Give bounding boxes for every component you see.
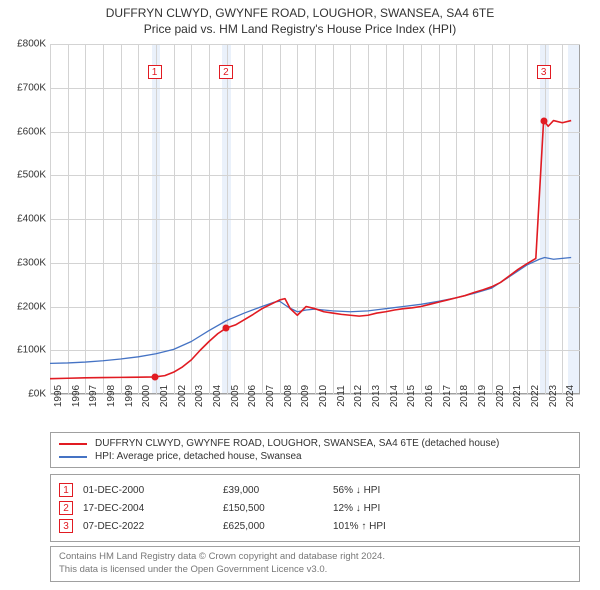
attribution-line: Contains HM Land Registry data © Crown c… <box>59 551 571 564</box>
event-delta: 56% ↓ HPI <box>333 485 571 496</box>
y-tick-label: £500K <box>0 170 46 181</box>
event-price: £39,000 <box>223 485 333 496</box>
series-lines <box>50 44 580 394</box>
event-row: 1 01-DEC-2000£39,00056% ↓ HPI <box>59 481 571 499</box>
event-date: 07-DEC-2022 <box>83 521 223 532</box>
event-point <box>540 117 547 124</box>
y-tick-label: £600K <box>0 126 46 137</box>
series-price_paid <box>50 121 571 379</box>
attribution: Contains HM Land Registry data © Crown c… <box>50 546 580 582</box>
legend: DUFFRYN CLWYD, GWYNFE ROAD, LOUGHOR, SWA… <box>50 432 580 468</box>
event-price: £625,000 <box>223 521 333 532</box>
legend-swatch <box>59 443 87 445</box>
series-hpi <box>50 258 571 364</box>
event-point <box>222 325 229 332</box>
event-date: 01-DEC-2000 <box>83 485 223 496</box>
event-row: 2 17-DEC-2004£150,50012% ↓ HPI <box>59 499 571 517</box>
legend-label: HPI: Average price, detached house, Swan… <box>95 451 302 462</box>
plot-region: £0K£100K£200K£300K£400K£500K£600K£700K£8… <box>50 44 580 394</box>
legend-label: DUFFRYN CLWYD, GWYNFE ROAD, LOUGHOR, SWA… <box>95 438 499 449</box>
legend-item: HPI: Average price, detached house, Swan… <box>59 450 571 463</box>
event-marker-box: 3 <box>537 65 551 79</box>
y-tick-label: £400K <box>0 214 46 225</box>
y-tick-label: £0K <box>0 389 46 400</box>
event-price: £150,500 <box>223 503 333 514</box>
y-tick-label: £200K <box>0 301 46 312</box>
event-row: 3 07-DEC-2022£625,000101% ↑ HPI <box>59 517 571 535</box>
event-date: 17-DEC-2004 <box>83 503 223 514</box>
y-tick-label: £800K <box>0 39 46 50</box>
attribution-line: This data is licensed under the Open Gov… <box>59 564 571 577</box>
event-marker: 2 <box>59 501 73 515</box>
event-point <box>151 373 158 380</box>
event-marker-box: 1 <box>148 65 162 79</box>
chart-title: DUFFRYN CLWYD, GWYNFE ROAD, LOUGHOR, SWA… <box>0 0 600 22</box>
event-marker: 3 <box>59 519 73 533</box>
chart-subtitle: Price paid vs. HM Land Registry's House … <box>0 22 600 42</box>
event-delta: 12% ↓ HPI <box>333 503 571 514</box>
y-tick-label: £300K <box>0 257 46 268</box>
y-tick-label: £100K <box>0 345 46 356</box>
events-table: 1 01-DEC-2000£39,00056% ↓ HPI 2 17-DEC-2004… <box>50 474 580 542</box>
legend-item: DUFFRYN CLWYD, GWYNFE ROAD, LOUGHOR, SWA… <box>59 437 571 450</box>
event-delta: 101% ↑ HPI <box>333 521 571 532</box>
y-tick-label: £700K <box>0 82 46 93</box>
chart-area: £0K£100K£200K£300K£400K£500K£600K£700K£8… <box>50 44 580 394</box>
event-marker-box: 2 <box>219 65 233 79</box>
event-marker: 1 <box>59 483 73 497</box>
legend-swatch <box>59 456 87 458</box>
